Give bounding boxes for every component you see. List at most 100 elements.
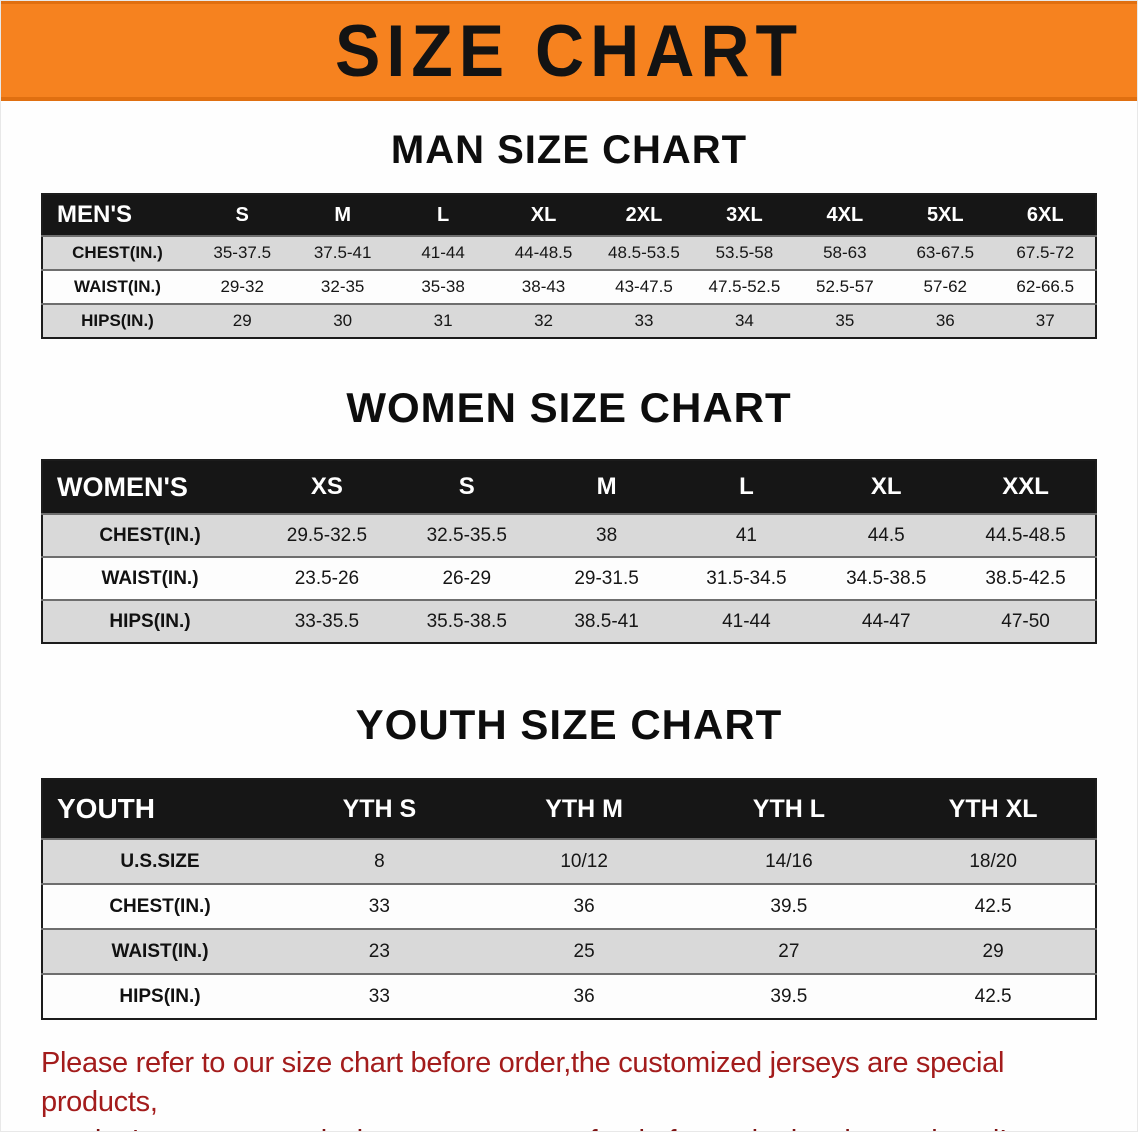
size-cell: 29.5-32.5 (286, 524, 368, 546)
size-cell: 38.5-42.5 (985, 567, 1066, 589)
column-header: M (334, 203, 351, 226)
table-title-cell: MEN'S (57, 201, 133, 228)
page-title: SIZE CHART (335, 9, 803, 92)
youth-section-heading: YOUTH SIZE CHART (355, 701, 783, 748)
table-row: WAIST(IN.) 23 25 27 29 (42, 929, 1096, 974)
size-cell: 43-47.5 (615, 277, 673, 296)
women-table-wrapper: WOMEN'S XS S M L XL XXL CHEST(IN.) 29.5-32.5 32.5… (1, 459, 1137, 644)
size-cell: 26-29 (442, 567, 492, 589)
size-cell: 14/16 (765, 850, 813, 872)
column-header: YTH L (752, 794, 825, 823)
youth-table-wrapper: YOUTH YTH S YTH M YTH L YTH XL U.S.SIZE 8 10/12… (1, 778, 1137, 1020)
men-size-table: MEN'S S M L XL 2XL 3XL 4XL 5XL 6XL CHEST(IN.) 35-37… (41, 193, 1097, 339)
size-cell: 57-62 (923, 277, 968, 296)
table-row: U.S.SIZE 8 10/12 14/16 18/20 (42, 839, 1096, 884)
row-label: U.S.SIZE (120, 850, 200, 872)
size-cell: 44-48.5 (514, 243, 573, 262)
table-title-cell: YOUTH (57, 793, 155, 824)
row-label: CHEST(IN.) (99, 524, 201, 546)
column-header: L (739, 473, 754, 500)
size-cell: 31 (433, 311, 453, 330)
table-row: WAIST(IN.) 23.5-26 26-29 29-31.5 31.5-34.5 34… (42, 557, 1096, 600)
size-cell: 67.5-72 (1016, 243, 1075, 262)
column-header: YTH XL (948, 794, 1038, 823)
table-row: CHEST(IN.) 29.5-32.5 32.5-35.5 38 41 44.5 44.5… (42, 514, 1096, 557)
table-row: WAIST(IN.) 29-32 32-35 35-38 38-43 43-47.5 47.… (42, 270, 1096, 304)
size-cell: 41 (735, 524, 757, 546)
size-cell: 33 (634, 311, 654, 330)
size-cell: 47-50 (1001, 610, 1050, 632)
size-cell: 34 (734, 311, 754, 330)
size-cell: 39.5 (770, 895, 808, 917)
table-header-row: WOMEN'S XS S M L XL XXL (42, 460, 1096, 514)
footer-line: Please refer to our size chart before or… (41, 1047, 1005, 1118)
section-men: MAN SIZE CHART MEN'S S M L XL 2XL 3XL 4XL 5XL 6XL… (1, 127, 1137, 339)
women-section-heading: WOMEN SIZE CHART (346, 384, 792, 431)
size-cell: 36 (573, 895, 595, 917)
size-cell: 63-67.5 (916, 243, 975, 262)
size-cell: 37 (1035, 311, 1055, 330)
size-cell: 44-47 (861, 610, 911, 632)
table-row: HIPS(IN.) 33 36 39.5 42.5 (42, 974, 1096, 1019)
size-cell: 32 (534, 311, 553, 330)
size-cell: 29 (982, 940, 1004, 962)
size-cell: 32.5-35.5 (426, 524, 507, 546)
size-cell: 38-43 (521, 277, 566, 296)
size-cell: 53.5-58 (715, 243, 774, 262)
men-table-wrapper: MEN'S S M L XL 2XL 3XL 4XL 5XL 6XL CHEST(IN.) 35-37… (1, 193, 1137, 339)
size-cell: 23.5-26 (294, 567, 360, 589)
size-cell: 41-44 (421, 243, 465, 262)
youth-size-table: YOUTH YTH S YTH M YTH L YTH XL U.S.SIZE 8 10/12… (41, 778, 1097, 1020)
size-cell: 36 (935, 311, 955, 330)
table-title-cell: WOMEN'S (57, 471, 188, 502)
column-header: 6XL (1026, 203, 1064, 226)
table-header-row: MEN'S S M L XL 2XL 3XL 4XL 5XL 6XL (42, 194, 1096, 236)
size-cell: 35-38 (421, 277, 465, 296)
size-cell: 8 (374, 850, 385, 872)
banner: SIZE CHART (1, 1, 1137, 101)
women-size-table: WOMEN'S XS S M L XL XXL CHEST(IN.) 29.5-32.5 32.5… (41, 459, 1097, 644)
size-cell: 29-32 (220, 277, 264, 296)
table-row: HIPS(IN.) 33-35.5 35.5-38.5 38.5-41 41-44 44-… (42, 600, 1096, 643)
size-cell: 34.5-38.5 (846, 567, 927, 589)
column-header: 5XL (926, 203, 964, 226)
size-cell: 48.5-53.5 (608, 243, 680, 262)
footer-note: Please refer to our size chart before or… (41, 1044, 1097, 1131)
size-cell: 37.5-41 (313, 243, 372, 262)
row-label: HIPS(IN.) (109, 610, 191, 632)
column-header: YTH M (545, 794, 624, 823)
size-cell: 58-63 (823, 243, 867, 262)
size-cell: 42.5 (974, 985, 1012, 1007)
size-cell: 35 (835, 311, 855, 330)
column-header: M (596, 473, 617, 500)
row-label: HIPS(IN.) (81, 311, 154, 330)
size-cell: 31.5-34.5 (706, 567, 787, 589)
size-cell: 36 (573, 985, 595, 1007)
size-cell: 10/12 (560, 850, 608, 872)
size-cell: 23 (368, 940, 390, 962)
size-cell: 25 (573, 940, 595, 962)
size-cell: 41-44 (722, 610, 771, 632)
row-label: WAIST(IN.) (74, 277, 161, 296)
row-label: WAIST(IN.) (101, 567, 199, 589)
size-cell: 52.5-57 (816, 277, 874, 296)
column-header: S (458, 473, 475, 500)
size-cell: 33 (368, 895, 390, 917)
table-header-row: YOUTH YTH S YTH M YTH L YTH XL (42, 779, 1096, 839)
size-cell: 27 (778, 940, 800, 962)
size-cell: 33-35.5 (294, 610, 360, 632)
row-label: CHEST(IN.) (109, 895, 211, 917)
column-header: 4XL (826, 203, 864, 226)
column-header: XXL (1002, 473, 1049, 500)
table-row: CHEST(IN.) 33 36 39.5 42.5 (42, 884, 1096, 929)
size-cell: 44.5 (867, 524, 905, 546)
column-header: XS (310, 473, 343, 500)
size-cell: 29 (232, 311, 252, 330)
size-cell: 42.5 (974, 895, 1012, 917)
size-cell: 44.5-48.5 (985, 524, 1066, 546)
column-header: XL (530, 203, 557, 226)
column-header: L (436, 203, 450, 226)
size-cell: 47.5-52.5 (708, 277, 781, 296)
footer-line: we don't accept cancel, change, teturn o… (41, 1122, 1097, 1131)
